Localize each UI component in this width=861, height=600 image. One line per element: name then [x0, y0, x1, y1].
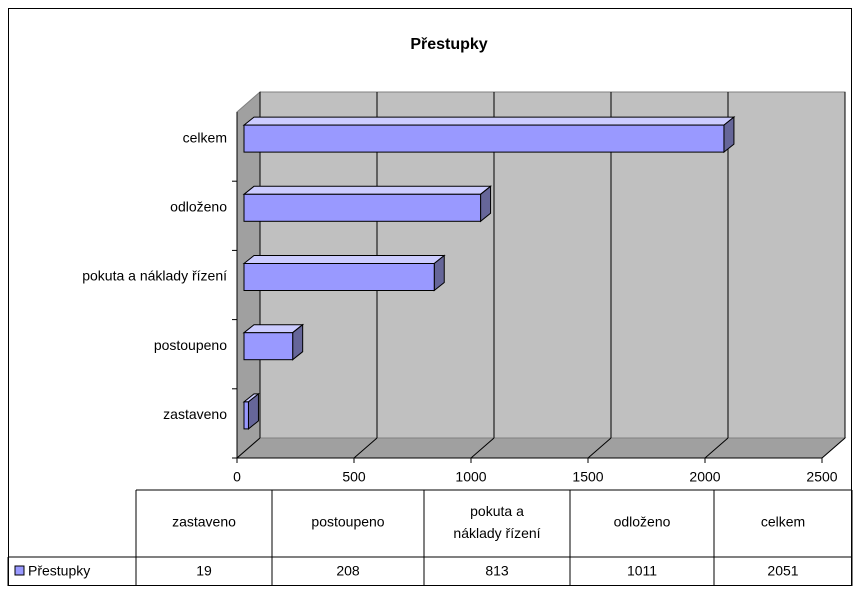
legend-label: Přestupky	[28, 563, 90, 579]
table-value: 208	[336, 563, 360, 579]
bar	[243, 263, 435, 291]
y-tick-label: celkem	[183, 129, 227, 145]
bar-top	[242, 255, 446, 264]
y-tick-label: pokuta a náklady řízení	[82, 268, 227, 284]
floor	[235, 437, 847, 459]
table-header: zastaveno	[172, 514, 236, 530]
table-value: 2051	[767, 563, 798, 579]
x-tick-label: 500	[342, 469, 366, 485]
x-tick-label: 2500	[806, 469, 837, 485]
bar	[243, 124, 725, 153]
legend-swatch	[14, 565, 25, 576]
floor-grid-line	[587, 437, 612, 459]
table-value: 1011	[627, 563, 657, 579]
floor-grid-line	[353, 437, 378, 459]
bar-top	[242, 116, 736, 126]
table-value: 813	[485, 563, 509, 579]
floor-grid-line	[821, 437, 846, 459]
table-header: pokuta a náklady řízení	[453, 503, 540, 541]
floor-grid-line	[704, 437, 729, 459]
table-header: celkem	[761, 514, 805, 530]
floor-grid-line	[236, 437, 261, 459]
x-tick-label: 1500	[572, 469, 603, 485]
y-tick-label: zastaveno	[163, 406, 227, 422]
x-tick-label: 0	[233, 469, 241, 485]
bar	[243, 193, 482, 222]
bar	[243, 401, 249, 430]
table-header: odloženo	[614, 514, 671, 530]
bar-top	[242, 185, 492, 195]
floor-grid-line	[470, 437, 495, 459]
table-header: postoupeno	[311, 514, 384, 530]
x-tick-label: 1000	[455, 469, 486, 485]
x-tick-label: 2000	[689, 469, 720, 485]
table-value: 19	[196, 563, 212, 579]
y-tick-label: postoupeno	[154, 337, 227, 353]
y-tick-label: odloženo	[170, 199, 227, 215]
bar	[243, 332, 294, 361]
chart-title: Přestupky	[410, 36, 487, 53]
